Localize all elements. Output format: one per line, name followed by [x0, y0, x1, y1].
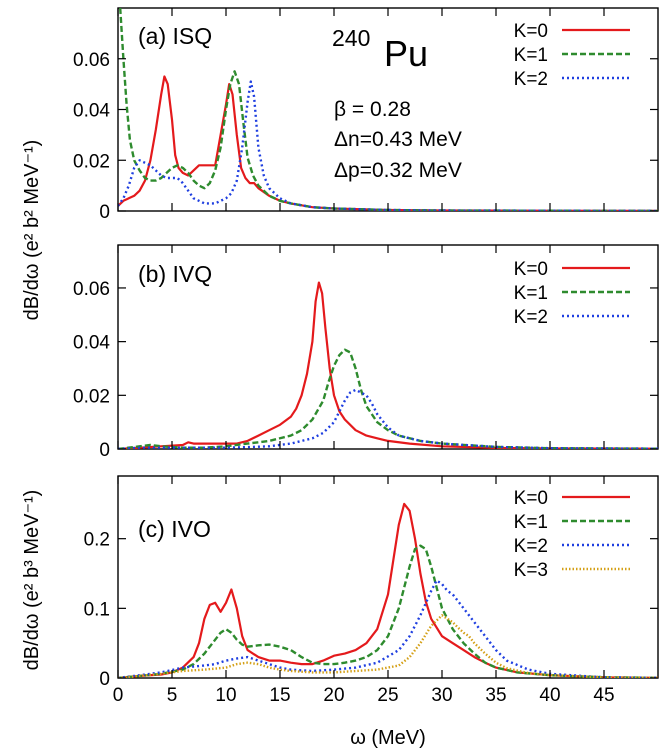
panel-b: 0 0.02 0.04 0.06 (b) IVQ K=0 K=1 K=2 — [73, 244, 659, 461]
legend-label-k0: K=0 — [514, 488, 548, 509]
panel-b-yticks: 0 0.02 0.04 0.06 — [73, 279, 658, 461]
x-tick-label: 15 — [269, 685, 290, 706]
panel-a-xticks — [117, 8, 605, 211]
y-axis-label-bottom: dB/dω (e² b³ MeV⁻¹) — [21, 490, 43, 671]
x-tick-label: 35 — [485, 685, 506, 706]
series-line-k2 — [118, 388, 658, 449]
series-line-k2 — [118, 80, 658, 211]
y-tick-label: 0.06 — [73, 50, 110, 71]
panel-c-legend: K=0 K=1 K=2 K=3 — [514, 488, 630, 581]
annotation-beta: β = 0.28 — [334, 98, 411, 121]
panel-b-label: (b) IVQ — [138, 261, 212, 287]
panel-a-legend: K=0 K=1 K=2 — [514, 21, 630, 90]
panel-c: 00.10.2 0 5 10 15 20 25 30 35 40 45 (c) IVO K=0K=… — [84, 475, 659, 706]
panel-a-label: (a) ISQ — [138, 23, 212, 49]
legend-label-k1: K=1 — [514, 283, 548, 304]
legend-label-k0: K=0 — [514, 259, 548, 280]
x-tick-label: 0 — [113, 685, 124, 706]
series-line-k1 — [118, 348, 658, 449]
x-tick-label: 45 — [593, 685, 614, 706]
y-tick-label: 0.02 — [73, 386, 110, 407]
x-axis-label: ω (MeV) — [350, 727, 426, 749]
y-tick-label: 0.2 — [84, 530, 110, 551]
nucleus-symbol: Pu — [384, 33, 428, 74]
legend-label-k3: K=3 — [514, 560, 548, 581]
annotation-delta-p: Δp=0.32 MeV — [334, 159, 462, 182]
y-tick-label: 0 — [99, 669, 110, 690]
panel-b-plot — [118, 281, 658, 449]
legend-label-k2: K=2 — [514, 536, 548, 557]
legend-label-k1: K=1 — [514, 45, 548, 66]
panel-b-legend: K=0 K=1 K=2 — [514, 259, 630, 328]
panel-a-plot — [118, 8, 658, 211]
series-line-k3 — [118, 614, 658, 678]
y-tick-label: 0.02 — [73, 151, 110, 172]
y-tick-label: 0.06 — [73, 279, 110, 300]
legend-label-k1: K=1 — [514, 512, 548, 533]
annotation-delta-n: Δn=0.43 MeV — [334, 128, 462, 151]
legend-label-k2: K=2 — [514, 307, 548, 328]
legend-label-k0: K=0 — [514, 21, 548, 42]
x-tick-label: 5 — [167, 685, 178, 706]
y-axis-label-top: dB/dω (e² b² MeV⁻¹) — [21, 140, 43, 321]
series-line-k2 — [118, 579, 658, 678]
y-tick-label: 0.04 — [73, 101, 110, 122]
panel-c-frame — [117, 475, 659, 679]
x-tick-label: 25 — [377, 685, 398, 706]
series-line-k0 — [118, 281, 658, 449]
y-tick-label: 0 — [99, 202, 110, 223]
panel-c-label: (c) IVO — [138, 516, 211, 542]
panel-a-yticks: 0 0.02 0.04 0.06 — [73, 50, 658, 223]
x-tick-label: 20 — [323, 685, 344, 706]
x-tick-label: 40 — [539, 685, 560, 706]
panel-c-plot — [118, 502, 658, 678]
series-line-k0 — [118, 502, 658, 678]
y-tick-label: 0.1 — [84, 599, 110, 620]
panel-b-xticks — [117, 245, 605, 449]
x-tick-label: 10 — [215, 685, 236, 706]
y-tick-label: 0.04 — [73, 333, 110, 354]
panel-a: 0 0.02 0.04 0.06 (a) ISQ 240 Pu β = 0.28 Δn… — [73, 7, 659, 223]
nucleus-mass-number: 240 — [332, 25, 370, 51]
legend-label-k2: K=2 — [514, 69, 548, 90]
panel-c-yticks: 0 0.1 0.2 — [84, 530, 658, 690]
series-line-k1 — [118, 544, 658, 678]
panel-c-xticks: 0 5 10 15 20 25 30 35 40 45 — [113, 476, 615, 706]
y-tick-label: 0 — [99, 440, 110, 461]
x-tick-label: 30 — [431, 685, 452, 706]
